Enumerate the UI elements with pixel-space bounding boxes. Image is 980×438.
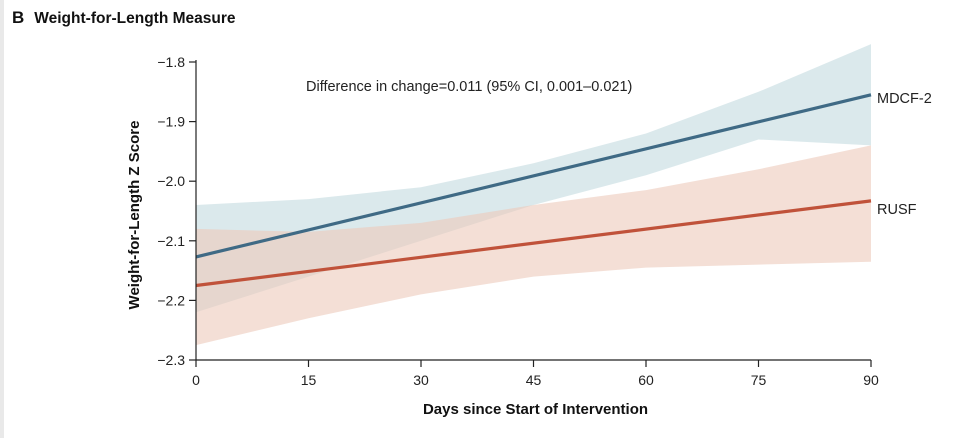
x-tick-label: 75 <box>751 372 767 388</box>
y-tick-label: −2.1 <box>157 233 185 249</box>
difference-annotation: Difference in change=0.011 (95% CI, 0.00… <box>306 79 632 95</box>
axis-ticks: −1.8 −1.9 −2.0 −2.1 −2.2 −2.3 0 15 30 45 60 75 90 <box>157 54 879 388</box>
mdcf-2-line <box>195 93 872 259</box>
left-margin-strip <box>0 0 4 438</box>
series-lines <box>195 93 872 288</box>
y-tick-label: −2.0 <box>157 173 185 189</box>
x-tick-label: 90 <box>863 372 879 388</box>
y-tick-label: −2.3 <box>157 352 185 368</box>
y-tick-label: −2.2 <box>157 292 185 308</box>
y-tick-label: −1.8 <box>157 54 185 70</box>
y-tick-label: −1.9 <box>157 114 185 130</box>
series-label: MDCF-2 <box>877 91 932 107</box>
rusf-line <box>195 199 872 288</box>
y-axis-title: Weight-for-Length Z Score <box>126 121 143 310</box>
rusf-confidence-band <box>196 145 871 346</box>
x-axis-title: Days since Start of Intervention <box>423 401 648 418</box>
panel-letter: B <box>12 8 25 27</box>
x-tick-label: 60 <box>638 372 654 388</box>
series-labels: MDCF-2 RUSF <box>877 91 932 218</box>
panel-header: B Weight-for-Length Measure <box>12 8 236 28</box>
panel-title: Weight-for-Length Measure <box>34 10 236 27</box>
x-tick-label: 0 <box>192 372 200 388</box>
x-tick-label: 15 <box>301 372 317 388</box>
confidence-bands <box>196 44 871 346</box>
series-label: RUSF <box>877 202 917 218</box>
x-tick-label: 30 <box>413 372 429 388</box>
x-tick-label: 45 <box>526 372 542 388</box>
